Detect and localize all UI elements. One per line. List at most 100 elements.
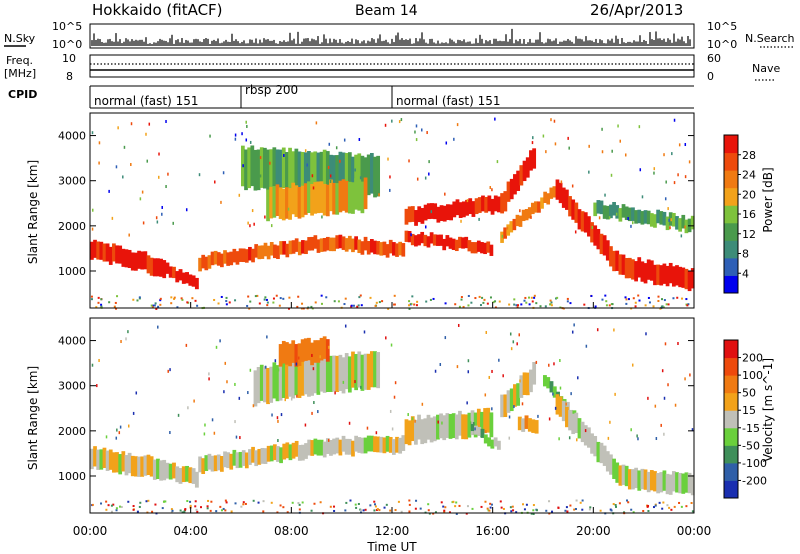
heatmap-cell <box>590 222 594 243</box>
heatmap-cell <box>351 351 355 388</box>
heatmap-speck <box>452 500 455 503</box>
heatmap-speck <box>301 302 304 305</box>
heatmap-speck <box>186 301 189 304</box>
heatmap-speck <box>258 302 261 305</box>
heatmap-cell <box>96 449 101 470</box>
heatmap-cell <box>668 474 673 495</box>
heatmap-cell <box>130 252 135 271</box>
cpid-label: CPID <box>8 88 37 101</box>
heatmap-speck <box>591 225 594 229</box>
heatmap-speck <box>617 124 619 128</box>
heatmap-cell <box>341 236 346 250</box>
velocity-y-axis: 1000 2000 3000 4000 <box>58 335 694 483</box>
heatmap-cell <box>220 456 224 472</box>
heatmap-cell <box>486 241 491 253</box>
heatmap-speck <box>537 414 539 418</box>
heatmap-cell <box>612 458 616 479</box>
heatmap-speck <box>225 501 228 504</box>
heatmap-speck <box>565 506 568 509</box>
heatmap-cell <box>665 473 670 495</box>
heatmap-cell <box>325 151 330 192</box>
heatmap-speck <box>311 411 313 415</box>
heatmap-cell <box>615 205 620 219</box>
heatmap-speck <box>576 438 578 442</box>
heatmap-speck <box>642 509 645 512</box>
heatmap-speck <box>605 304 608 307</box>
heatmap-cell <box>335 235 340 249</box>
heatmap-cell <box>322 441 327 458</box>
heatmap-speck <box>443 509 446 512</box>
heatmap-speck <box>115 436 118 440</box>
heatmap-cell <box>388 436 393 453</box>
heatmap-speck <box>550 304 553 307</box>
heatmap-speck <box>329 505 332 508</box>
heatmap-speck <box>220 509 223 512</box>
heatmap-speck <box>485 330 488 334</box>
heatmap-speck <box>467 370 470 374</box>
heatmap-cell <box>216 252 221 266</box>
heatmap-speck <box>208 372 210 376</box>
heatmap-cell <box>376 436 381 453</box>
heatmap-speck <box>685 298 688 301</box>
heatmap-cell <box>266 245 271 260</box>
heatmap-cell <box>476 408 481 434</box>
heatmap-speck <box>127 424 130 428</box>
heatmap-cell <box>288 444 293 461</box>
heatmap-speck <box>304 149 307 153</box>
heatmap-speck <box>375 431 378 435</box>
heatmap-cell <box>388 239 393 254</box>
heatmap-cell <box>486 407 491 433</box>
heatmap-cell <box>178 468 183 484</box>
heatmap-cell <box>481 195 485 212</box>
heatmap-speck <box>200 506 203 509</box>
heatmap-speck <box>581 508 584 511</box>
heatmap-cell <box>253 149 258 191</box>
heatmap-speck <box>206 507 209 510</box>
heatmap-cell <box>300 339 305 362</box>
heatmap-speck <box>662 501 665 504</box>
heatmap-cell <box>583 425 588 446</box>
heatmap-cell <box>313 151 318 193</box>
heatmap-cell <box>565 406 569 428</box>
heatmap-cell <box>634 210 638 224</box>
heatmap-cell <box>341 152 346 194</box>
heatmap-cell <box>659 211 664 225</box>
heatmap-cell <box>522 160 527 182</box>
heatmap-cell <box>615 462 620 483</box>
heatmap-cell <box>496 440 501 450</box>
heatmap-speck <box>211 418 214 422</box>
colorbar-swatch <box>724 257 738 276</box>
heatmap-cell <box>307 337 311 361</box>
heatmap-speck <box>455 501 458 504</box>
heatmap-cell <box>238 248 243 262</box>
heatmap-speck <box>97 301 100 304</box>
heatmap-cell <box>310 342 314 366</box>
heatmap-speck <box>482 301 485 304</box>
heatmap-speck <box>456 365 459 369</box>
heatmap-speck <box>98 358 100 362</box>
heatmap-speck <box>92 208 94 212</box>
heatmap-speck <box>494 300 497 303</box>
heatmap-speck <box>114 301 117 304</box>
heatmap-cell <box>108 246 113 265</box>
heatmap-speck <box>605 300 608 303</box>
heatmap-speck <box>661 305 664 308</box>
heatmap-cell <box>325 339 330 362</box>
heatmap-cell <box>347 152 352 193</box>
heatmap-cell <box>269 186 274 219</box>
heatmap-speck <box>657 300 660 303</box>
heatmap-speck <box>266 304 269 307</box>
heatmap-cell <box>543 191 547 203</box>
heatmap-speck <box>533 294 536 297</box>
heatmap-speck <box>209 134 211 138</box>
heatmap-cell <box>602 205 607 219</box>
heatmap-speck <box>398 120 401 124</box>
heatmap-cell <box>675 472 679 493</box>
heatmap-speck <box>575 499 578 502</box>
heatmap-speck <box>553 362 555 366</box>
heatmap-speck <box>343 303 346 306</box>
heatmap-cell <box>344 438 349 455</box>
heatmap-speck <box>272 297 275 300</box>
heatmap-cell <box>96 241 101 260</box>
heatmap-cell <box>294 238 299 252</box>
